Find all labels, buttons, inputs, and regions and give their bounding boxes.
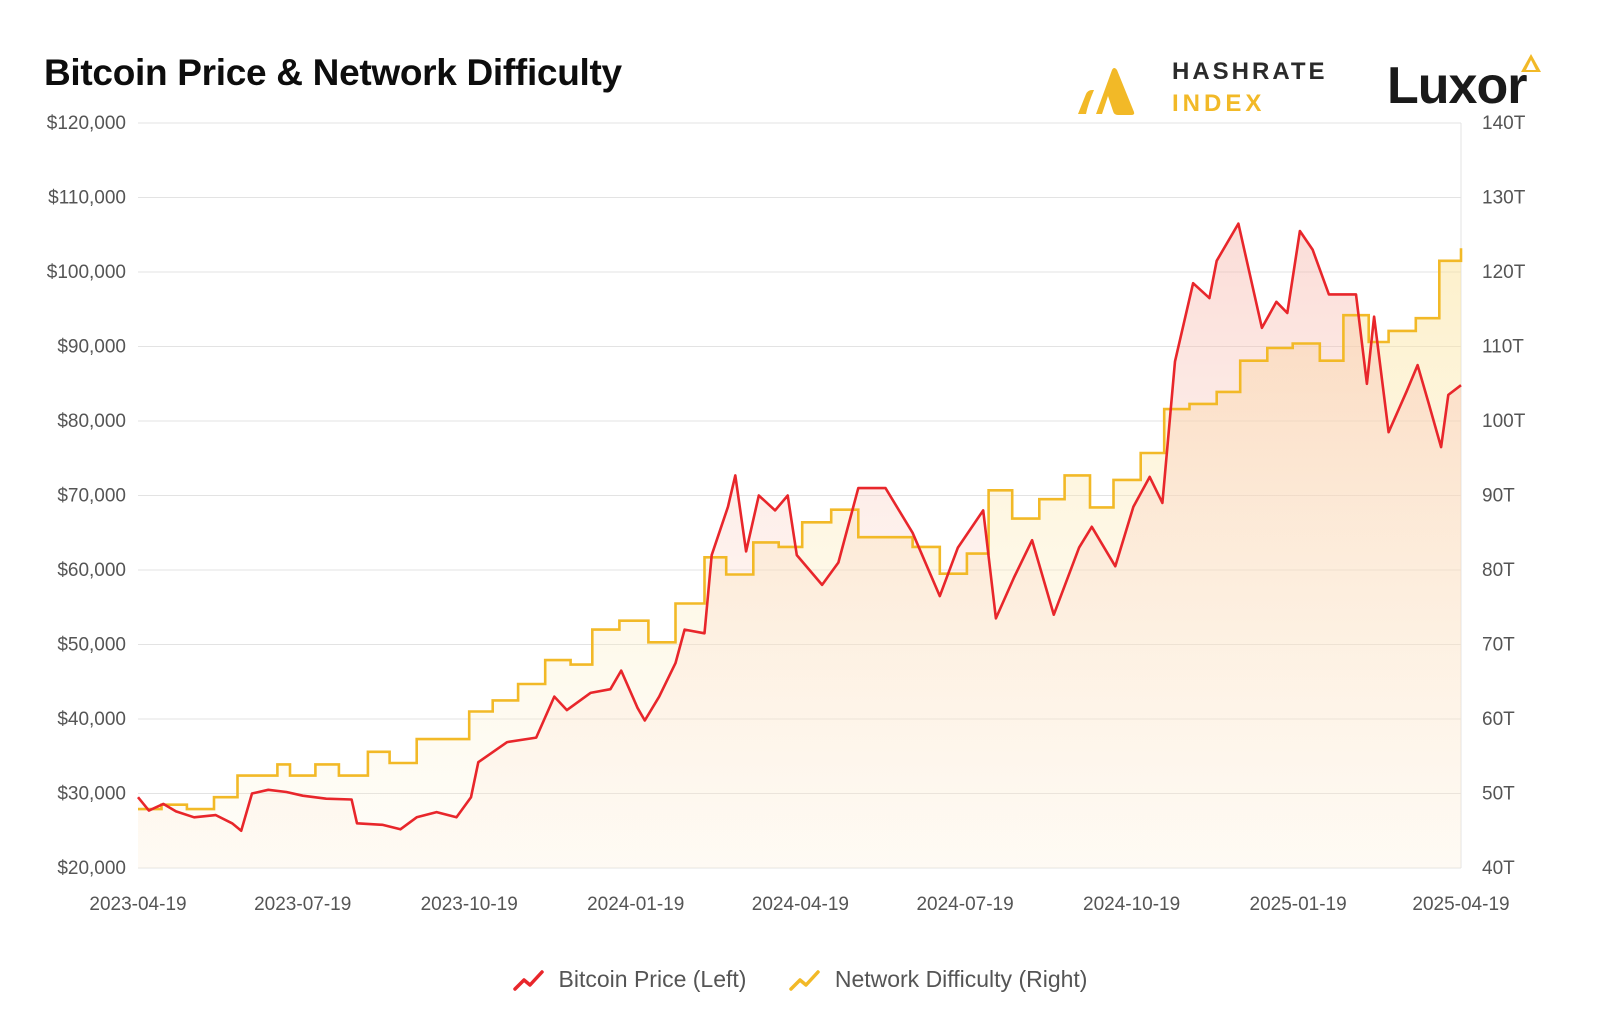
y-right-tick-label: 130T — [1482, 188, 1526, 209]
index-word: INDEX — [1172, 90, 1266, 117]
y-left-tick-label: $60,000 — [57, 560, 126, 581]
y-left-tick-label: $90,000 — [57, 337, 126, 358]
x-tick-label: 2023-10-19 — [421, 894, 518, 915]
chart-title: Bitcoin Price & Network Difficulty — [44, 52, 622, 93]
y-left-tick-label: $40,000 — [57, 709, 126, 730]
price-line-icon — [512, 969, 544, 991]
y-right-tick-label: 80T — [1482, 560, 1515, 581]
x-tick-label: 2025-04-19 — [1412, 894, 1509, 915]
y-left-axis: $20,000 $30,000 $40,000 $50,000 $60,000 $70,0… — [47, 113, 126, 879]
y-right-tick-label: 60T — [1482, 709, 1515, 730]
price-area — [138, 223, 1461, 869]
y-left-tick-label: $80,000 — [57, 411, 126, 432]
x-tick-label: 2024-01-19 — [587, 894, 684, 915]
y-right-tick-label: 100T — [1482, 411, 1526, 432]
y-right-tick-label: 140T — [1482, 113, 1526, 134]
difficulty-line-icon — [789, 969, 820, 991]
y-left-tick-label: $50,000 — [57, 635, 126, 656]
y-right-axis: 40T 50T 60T 70T 80T 90T 100T 110T 120T 130T 140T — [1482, 113, 1526, 879]
y-left-tick-label: $30,000 — [57, 784, 126, 805]
x-tick-label: 2024-10-19 — [1083, 894, 1180, 915]
y-right-tick-label: 120T — [1482, 262, 1526, 283]
legend-item-price[interactable]: Bitcoin Price (Left) — [512, 966, 747, 993]
y-left-tick-label: $110,000 — [48, 188, 126, 209]
y-right-tick-label: 70T — [1482, 635, 1515, 656]
luxor-triangle-icon — [1521, 54, 1541, 72]
hashrate-word: HASHRATE — [1172, 58, 1328, 85]
hashrate-index-logo: HASHRATE INDEX — [1078, 56, 1358, 126]
x-tick-label: 2024-07-19 — [916, 894, 1013, 915]
y-left-tick-label: $20,000 — [57, 858, 126, 879]
y-right-tick-label: 90T — [1482, 486, 1515, 507]
y-left-tick-label: $70,000 — [57, 486, 126, 507]
legend: Bitcoin Price (Left) Network Difficulty … — [0, 966, 1600, 997]
x-tick-label: 2024-04-19 — [752, 894, 849, 915]
series-lines — [136, 222, 1463, 833]
legend-item-difficulty[interactable]: Network Difficulty (Right) — [789, 966, 1088, 993]
y-left-tick-label: $100,000 — [47, 262, 126, 283]
x-tick-label: 2025-01-19 — [1250, 894, 1347, 915]
x-tick-label: 2023-07-19 — [254, 894, 351, 915]
y-left-tick-label: $120,000 — [47, 113, 126, 134]
y-right-tick-label: 50T — [1482, 784, 1515, 805]
legend-label-price: Bitcoin Price (Left) — [558, 966, 747, 992]
price-series-line — [136, 222, 1462, 833]
y-right-tick-label: 110T — [1482, 337, 1524, 358]
y-right-tick-label: 40T — [1482, 858, 1515, 879]
luxor-word: Luxor — [1387, 57, 1527, 115]
legend-label-difficulty: Network Difficulty (Right) — [834, 966, 1088, 992]
x-axis: 2023-04-19 2023-07-19 2023-10-19 2024-01-19… — [89, 894, 1509, 915]
difficulty-series-line — [138, 248, 1463, 811]
hashrate-index-icon — [1078, 68, 1135, 115]
x-tick-label: 2023-04-19 — [89, 894, 186, 915]
luxor-logo: Luxor — [1387, 50, 1587, 130]
